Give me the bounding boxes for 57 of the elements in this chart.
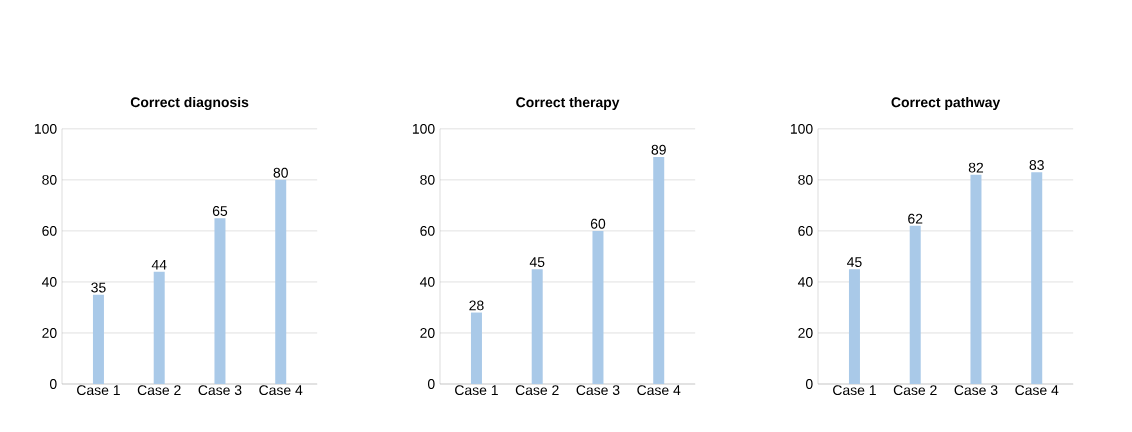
data-label: 62 [908,213,923,224]
x-tick-label: Case 2 [515,385,559,396]
data-label: 28 [469,300,484,311]
chart-title: Correct diagnosis [130,96,249,110]
y-tick-label: 0 [49,379,57,389]
data-label: 45 [847,257,862,267]
x-tick-label: Case 2 [137,385,181,396]
y-tick-label: 100 [412,123,435,134]
bar [909,225,921,384]
data-label: 45 [529,257,545,267]
x-tick-label: Case 2 [893,385,937,396]
chart-title: Correct pathway [891,97,1001,110]
x-tick-label: Case 3 [954,385,998,396]
y-tick-label: 60 [798,225,813,236]
bar [531,269,543,384]
bar [153,271,165,384]
bar [970,174,982,384]
bar [1031,172,1043,384]
x-tick-label: Case 1 [77,385,120,396]
y-tick-label: 100 [34,123,57,134]
data-label: 82 [968,162,984,173]
data-label: 89 [651,144,666,155]
y-tick-label: 20 [42,328,57,338]
data-label: 83 [1029,160,1044,171]
y-tick-label: 80 [420,174,435,185]
y-tick-label: 100 [790,123,813,134]
y-tick-label: 60 [420,225,435,236]
x-tick-label: Case 4 [259,385,303,396]
chart-title: Correct therapy [516,97,620,110]
x-tick-label: Case 3 [576,385,620,396]
y-tick-label: 40 [41,276,57,287]
bar [848,269,860,384]
bar [214,218,226,384]
x-tick-label: Case 4 [637,385,681,396]
data-label: 44 [151,259,167,270]
y-tick-label: 20 [420,328,435,338]
data-label: 65 [212,206,228,216]
data-label: 80 [273,167,288,178]
bar [275,179,287,384]
y-tick-label: 40 [419,276,435,287]
data-label: 35 [91,282,106,293]
x-tick-label: Case 4 [1015,385,1059,396]
y-tick-label: 20 [798,328,813,338]
data-label: 60 [590,218,606,229]
y-tick-label: 40 [797,276,813,287]
x-tick-label: Case 1 [455,385,498,396]
bar [470,312,482,384]
x-tick-label: Case 1 [833,385,876,396]
y-tick-label: 0 [805,379,813,389]
y-tick-label: 80 [42,174,57,185]
x-tick-label: Case 3 [198,385,242,396]
y-tick-label: 0 [427,379,435,389]
y-tick-label: 60 [42,225,57,236]
bar [592,230,604,384]
y-tick-label: 80 [798,174,813,185]
bar [653,156,665,384]
bar [92,294,104,384]
